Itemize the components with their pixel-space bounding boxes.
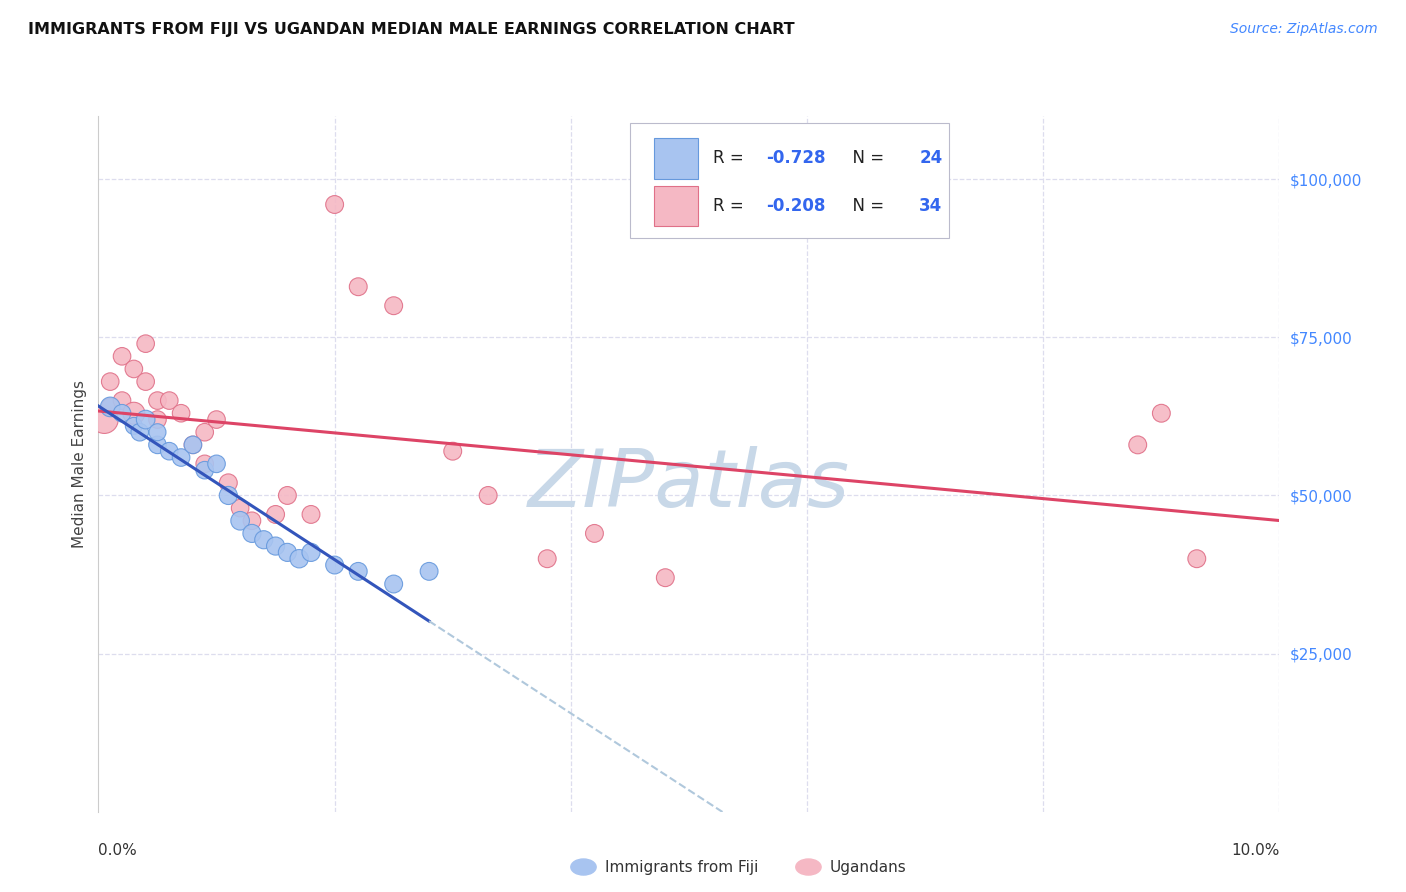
Text: 0.0%: 0.0% [98,843,138,858]
Point [170,406,193,420]
Point [654,571,676,585]
Point [299,508,322,522]
Text: 24: 24 [920,149,942,168]
Point [170,450,193,465]
Point [382,577,405,591]
Point [98,400,121,414]
Point [229,501,252,516]
FancyBboxPatch shape [654,186,699,226]
Text: 10.0%: 10.0% [1232,843,1279,858]
Point [122,418,145,433]
Point [146,393,169,408]
Point [135,375,157,389]
Point [146,412,169,426]
FancyBboxPatch shape [654,138,699,178]
Text: Immigrants from Fiji: Immigrants from Fiji [605,860,758,874]
Point [205,412,228,426]
Point [264,539,287,553]
Point [1150,406,1173,420]
Point [194,425,217,440]
Text: R =: R = [713,197,748,215]
Point [181,438,204,452]
Point [288,551,311,566]
Point [111,406,134,420]
Point [122,362,145,376]
Point [441,444,464,458]
Text: N =: N = [842,149,890,168]
Point [98,375,121,389]
Point [323,197,346,211]
Point [299,545,322,559]
Point [205,457,228,471]
Point [128,425,150,440]
Point [217,488,239,502]
Point [253,533,276,547]
Point [93,412,115,426]
Point [276,488,298,502]
Y-axis label: Median Male Earnings: Median Male Earnings [72,380,87,548]
Point [240,526,263,541]
Point [135,336,157,351]
Text: 34: 34 [920,197,942,215]
Point [276,545,298,559]
Point [157,393,180,408]
Point [122,406,145,420]
Point [98,400,121,414]
Point [240,514,263,528]
Point [146,425,169,440]
Point [157,444,180,458]
Point [135,412,157,426]
Point [477,488,499,502]
Text: IMMIGRANTS FROM FIJI VS UGANDAN MEDIAN MALE EARNINGS CORRELATION CHART: IMMIGRANTS FROM FIJI VS UGANDAN MEDIAN M… [28,22,794,37]
Point [536,551,558,566]
Point [146,438,169,452]
Point [347,565,370,579]
Point [229,514,252,528]
Point [264,508,287,522]
Text: Ugandans: Ugandans [830,860,907,874]
Point [1185,551,1208,566]
Point [323,558,346,572]
Text: R =: R = [713,149,748,168]
Point [111,349,134,363]
Point [217,475,239,490]
Text: N =: N = [842,197,890,215]
FancyBboxPatch shape [630,123,949,238]
Point [382,299,405,313]
Point [111,393,134,408]
Point [181,438,204,452]
Text: Source: ZipAtlas.com: Source: ZipAtlas.com [1230,22,1378,37]
Text: ZIPatlas: ZIPatlas [527,446,851,524]
Text: -0.728: -0.728 [766,149,825,168]
Point [418,565,440,579]
Text: -0.208: -0.208 [766,197,825,215]
Point [1126,438,1149,452]
Point [194,463,217,477]
Point [347,279,370,293]
Point [583,526,606,541]
Point [194,457,217,471]
